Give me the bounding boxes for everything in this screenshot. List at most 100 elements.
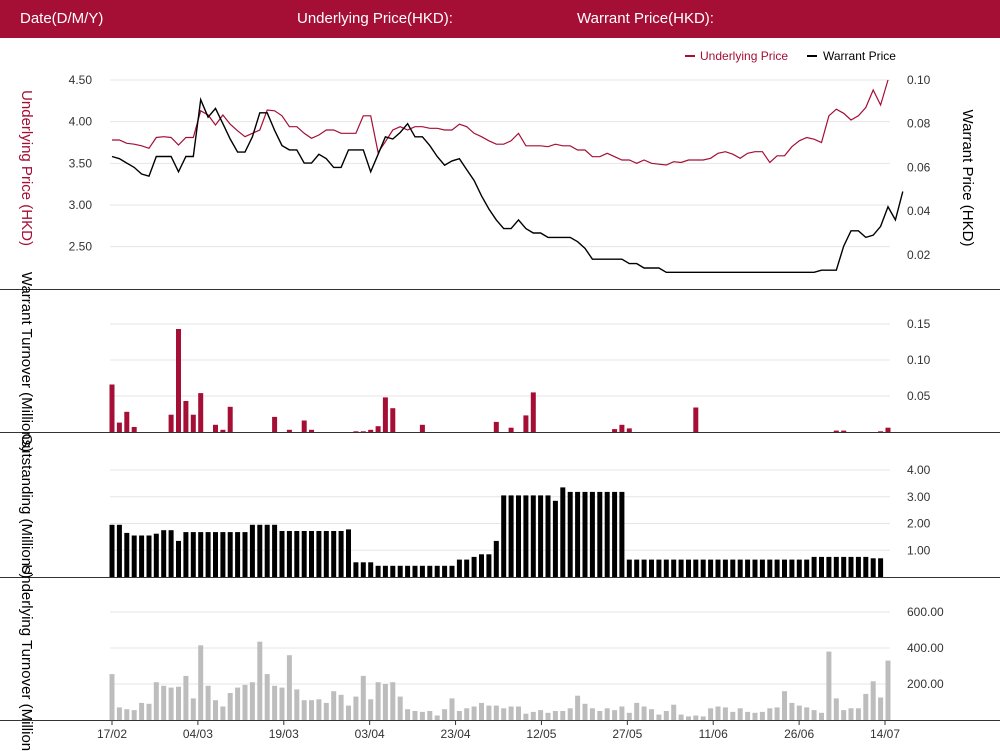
- outstanding-bar: [649, 559, 654, 577]
- underlying-turnover-bar: [124, 709, 130, 720]
- outstanding-bar: [360, 562, 366, 577]
- underlying-turnover-bar: [855, 708, 861, 720]
- underlying-turnover-bar: [272, 685, 278, 720]
- outstanding-bar: [604, 491, 610, 577]
- outstanding-bar: [686, 559, 691, 577]
- underlying-turnover-bar: [774, 707, 780, 720]
- underlying-turnover-bar: [552, 711, 558, 720]
- left-price-tick-label: 4.00: [69, 115, 93, 129]
- warrant-turnover-bar: [190, 414, 196, 432]
- outstanding-bar: [567, 491, 573, 577]
- warrant-turnover-bar: [213, 424, 218, 432]
- outstanding-bar: [346, 529, 351, 577]
- underlying-price-axis-title: Underlying Price (HKD): [18, 90, 35, 246]
- underlying-turnover-bar: [759, 711, 765, 720]
- outstanding-bar: [752, 559, 758, 577]
- underlying-turnover-bar: [397, 696, 403, 720]
- underlying-turnover-bar: [146, 703, 152, 720]
- warrant-price-label: Warrant Price(HKD):: [577, 10, 714, 27]
- underlying-turnover-bar: [878, 697, 884, 720]
- outstanding-bar: [863, 556, 869, 577]
- x-tick-label: 12/05: [526, 727, 556, 741]
- outstanding-bar: [634, 559, 640, 577]
- underlying-turnover-bar: [183, 675, 189, 720]
- underlying-turnover-bar: [782, 691, 787, 720]
- outstanding-bar: [486, 554, 492, 577]
- outstanding-bar: [597, 491, 603, 577]
- underlying-turnover-bar: [456, 711, 462, 720]
- warrant-turnover-axis-title: Warrant Turnover (Millions): [18, 272, 35, 452]
- right-price-tick-label: 0.06: [907, 160, 931, 174]
- underlying-turnover-bar: [604, 708, 610, 720]
- underlying-turnover-bar: [205, 685, 211, 720]
- underlying-turnover-bar: [508, 706, 514, 720]
- x-tick-label: 23/04: [441, 727, 471, 741]
- underlying-turnover-bar: [626, 712, 632, 720]
- warrant-turnover-bar: [382, 397, 388, 432]
- left-price-tick-label: 3.50: [69, 156, 93, 170]
- gridlines: [110, 79, 890, 685]
- x-tick-label: 11/06: [699, 727, 728, 741]
- underlying-turnover-bar: [116, 707, 122, 720]
- underlying-turnover-bar: [567, 708, 573, 720]
- outstanding-bar: [368, 562, 374, 577]
- warrant-turnover-bar: [198, 393, 204, 432]
- warrant-turnover-bar: [693, 407, 699, 432]
- underlying-price-label: Underlying Price(HKD):: [297, 10, 453, 27]
- outstanding-bar: [227, 532, 233, 577]
- underlying-turnover-bar: [264, 674, 270, 720]
- underlying-turnover-bar: [168, 687, 174, 720]
- outstanding-bar: [168, 530, 174, 577]
- underlying-turnover-bar: [767, 708, 773, 720]
- warrant-turnover-bar: [368, 429, 374, 432]
- outstanding-bar: [353, 562, 359, 577]
- warrant-turnover-bar: [272, 416, 278, 432]
- tick-labels: 4.50 4.00 3.50 3.00 2.50 0.10 0.08 0.06 0.04 0.02…: [69, 73, 944, 691]
- underlying-turnover-bar: [346, 705, 351, 720]
- warrant-turnover-bar: [375, 426, 381, 432]
- underlying-turnover-bar: [523, 713, 529, 720]
- warrant-turnover-bar: [301, 420, 307, 432]
- warrant-turnover-bar: [286, 429, 292, 432]
- underlying-turnover-bar: [848, 708, 854, 720]
- outstanding-bar: [833, 556, 839, 577]
- warrant-turnover-bar: [841, 430, 847, 432]
- outstanding-bar: [153, 533, 159, 577]
- underlying-turnover-bar: [678, 714, 684, 720]
- underlying-turnover-bar: [589, 708, 595, 720]
- underlying-turnover-bar: [190, 698, 196, 720]
- outstanding-bar: [855, 556, 861, 577]
- warrant-turnover-bar: [124, 411, 130, 432]
- underlying-turnover-bar: [597, 711, 603, 720]
- underlying-turnover-bar: [671, 704, 677, 720]
- left-price-tick-label: 3.00: [69, 198, 93, 212]
- underlying-turnover-bar: [286, 655, 292, 720]
- outstanding-bar: [323, 531, 329, 577]
- outstanding-bar: [538, 495, 544, 577]
- outstanding-bar: [759, 559, 765, 577]
- underlying-turnover-bar: [434, 715, 440, 720]
- underlying-turnover-bar: [412, 711, 418, 720]
- outstanding-bar: [789, 559, 795, 577]
- outstanding-bar: [804, 559, 810, 577]
- underlying-turnover-bar: [442, 709, 448, 720]
- underlying-turnover-bar: [153, 682, 159, 720]
- outstanding-bar: [641, 559, 647, 577]
- outstanding-bar: [811, 556, 817, 577]
- outstanding-bar: [397, 565, 403, 577]
- outstanding-bar: [582, 491, 588, 577]
- outstanding-bar: [198, 532, 204, 577]
- warrant-turnover-bar: [508, 427, 514, 432]
- warrant-turnover-bar: [530, 392, 536, 432]
- underlying-turnover-bar: [449, 698, 455, 720]
- underlying-turnover-bar: [301, 700, 307, 720]
- outstanding-bar: [471, 556, 477, 577]
- bar-marks: [109, 329, 891, 720]
- underlying-turnover-bar: [257, 641, 263, 720]
- header-bar: Date(D/M/Y) Underlying Price(HKD): Warra…: [0, 0, 1000, 38]
- underlying-turnover-bar: [693, 715, 699, 720]
- outstanding-bar: [294, 531, 300, 577]
- outstanding-bar: [715, 559, 721, 577]
- underlying-turnover-bar: [841, 710, 847, 720]
- outstanding-bar: [774, 559, 780, 577]
